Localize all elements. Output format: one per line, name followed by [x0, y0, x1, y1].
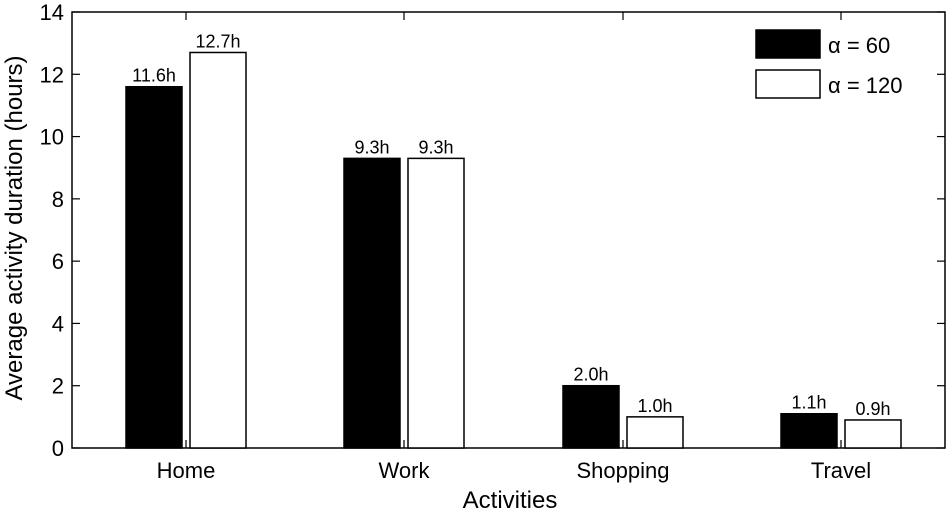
legend-swatch	[755, 69, 821, 99]
y-tick-label: 4	[52, 311, 64, 336]
bar-data-label: 0.9h	[855, 399, 890, 419]
y-tick-label: 2	[52, 374, 64, 399]
plot-area: 0 2 4 6 8 10 12 14 Home 11.6h 12.7h Work 9.3h 9.3h Sho…	[40, 0, 946, 483]
bar-data-label: 2.0h	[573, 365, 608, 385]
x-tick-label: Travel	[811, 458, 871, 483]
y-tick-label: 10	[40, 125, 64, 150]
bar-data-label: 1.0h	[637, 396, 672, 416]
bar-data-label: 12.7h	[195, 31, 240, 51]
bar	[343, 157, 401, 449]
bar	[189, 51, 247, 449]
plot-frame	[71, 11, 946, 449]
y-axis-title: Average activity duration (hours)	[1, 55, 28, 400]
bar-data-label: 9.3h	[418, 137, 453, 157]
legend-label: α = 120	[828, 73, 903, 98]
bar	[626, 416, 684, 449]
x-tick-label: Work	[379, 458, 431, 483]
y-tick-label: 8	[52, 187, 64, 212]
bar	[562, 384, 620, 449]
y-tick-label: 6	[52, 249, 64, 274]
y-tick-label: 14	[40, 0, 64, 25]
bar	[407, 157, 465, 449]
bar-data-label: 11.6h	[132, 66, 176, 86]
bar	[844, 419, 902, 449]
legend-label: α = 60	[828, 33, 890, 58]
bar	[780, 412, 838, 449]
x-tick-label: Home	[157, 458, 216, 483]
bar-data-label: 1.1h	[791, 393, 826, 413]
legend-swatch	[755, 29, 821, 59]
x-tick-label: Shopping	[577, 458, 670, 483]
y-tick-label: 0	[52, 436, 64, 461]
y-tick-label: 12	[40, 62, 64, 87]
x-axis-title: Activities	[463, 487, 558, 512]
bar-data-label: 9.3h	[354, 137, 389, 157]
bar	[125, 85, 183, 449]
